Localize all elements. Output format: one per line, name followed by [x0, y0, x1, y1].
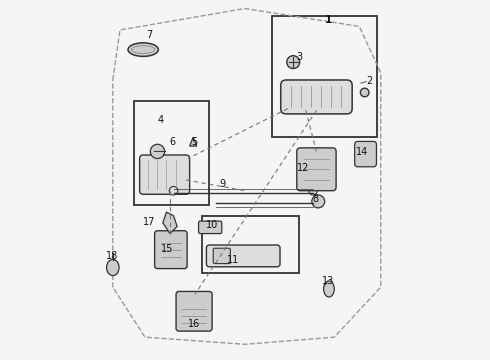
Circle shape [312, 195, 325, 208]
Text: 13: 13 [322, 276, 334, 286]
Ellipse shape [128, 43, 158, 57]
Polygon shape [163, 212, 177, 234]
Text: 16: 16 [188, 319, 200, 329]
Circle shape [360, 88, 369, 97]
FancyBboxPatch shape [297, 148, 336, 191]
Text: 10: 10 [206, 220, 218, 230]
Text: 18: 18 [106, 251, 118, 261]
FancyBboxPatch shape [206, 245, 280, 267]
Text: 12: 12 [297, 163, 309, 173]
Text: 6: 6 [170, 137, 176, 147]
FancyBboxPatch shape [213, 248, 230, 264]
Text: 8: 8 [313, 194, 319, 203]
FancyBboxPatch shape [176, 292, 212, 331]
Text: 5: 5 [191, 137, 197, 147]
Polygon shape [190, 137, 197, 146]
FancyBboxPatch shape [281, 80, 352, 114]
Ellipse shape [323, 281, 334, 297]
Text: 11: 11 [227, 255, 240, 265]
Text: 1: 1 [324, 15, 332, 25]
Text: 15: 15 [161, 244, 173, 253]
FancyBboxPatch shape [140, 155, 190, 194]
FancyBboxPatch shape [155, 231, 187, 269]
Circle shape [287, 56, 300, 68]
Text: 4: 4 [158, 115, 164, 125]
Circle shape [309, 186, 317, 195]
FancyBboxPatch shape [198, 221, 222, 234]
Text: 17: 17 [144, 217, 156, 227]
Circle shape [169, 186, 178, 195]
Text: 9: 9 [220, 179, 226, 189]
Text: 7: 7 [147, 30, 153, 40]
FancyBboxPatch shape [355, 141, 376, 167]
Text: 14: 14 [356, 147, 368, 157]
Ellipse shape [107, 260, 119, 275]
Text: 2: 2 [366, 76, 372, 86]
Circle shape [150, 144, 165, 158]
Text: 3: 3 [296, 53, 302, 63]
